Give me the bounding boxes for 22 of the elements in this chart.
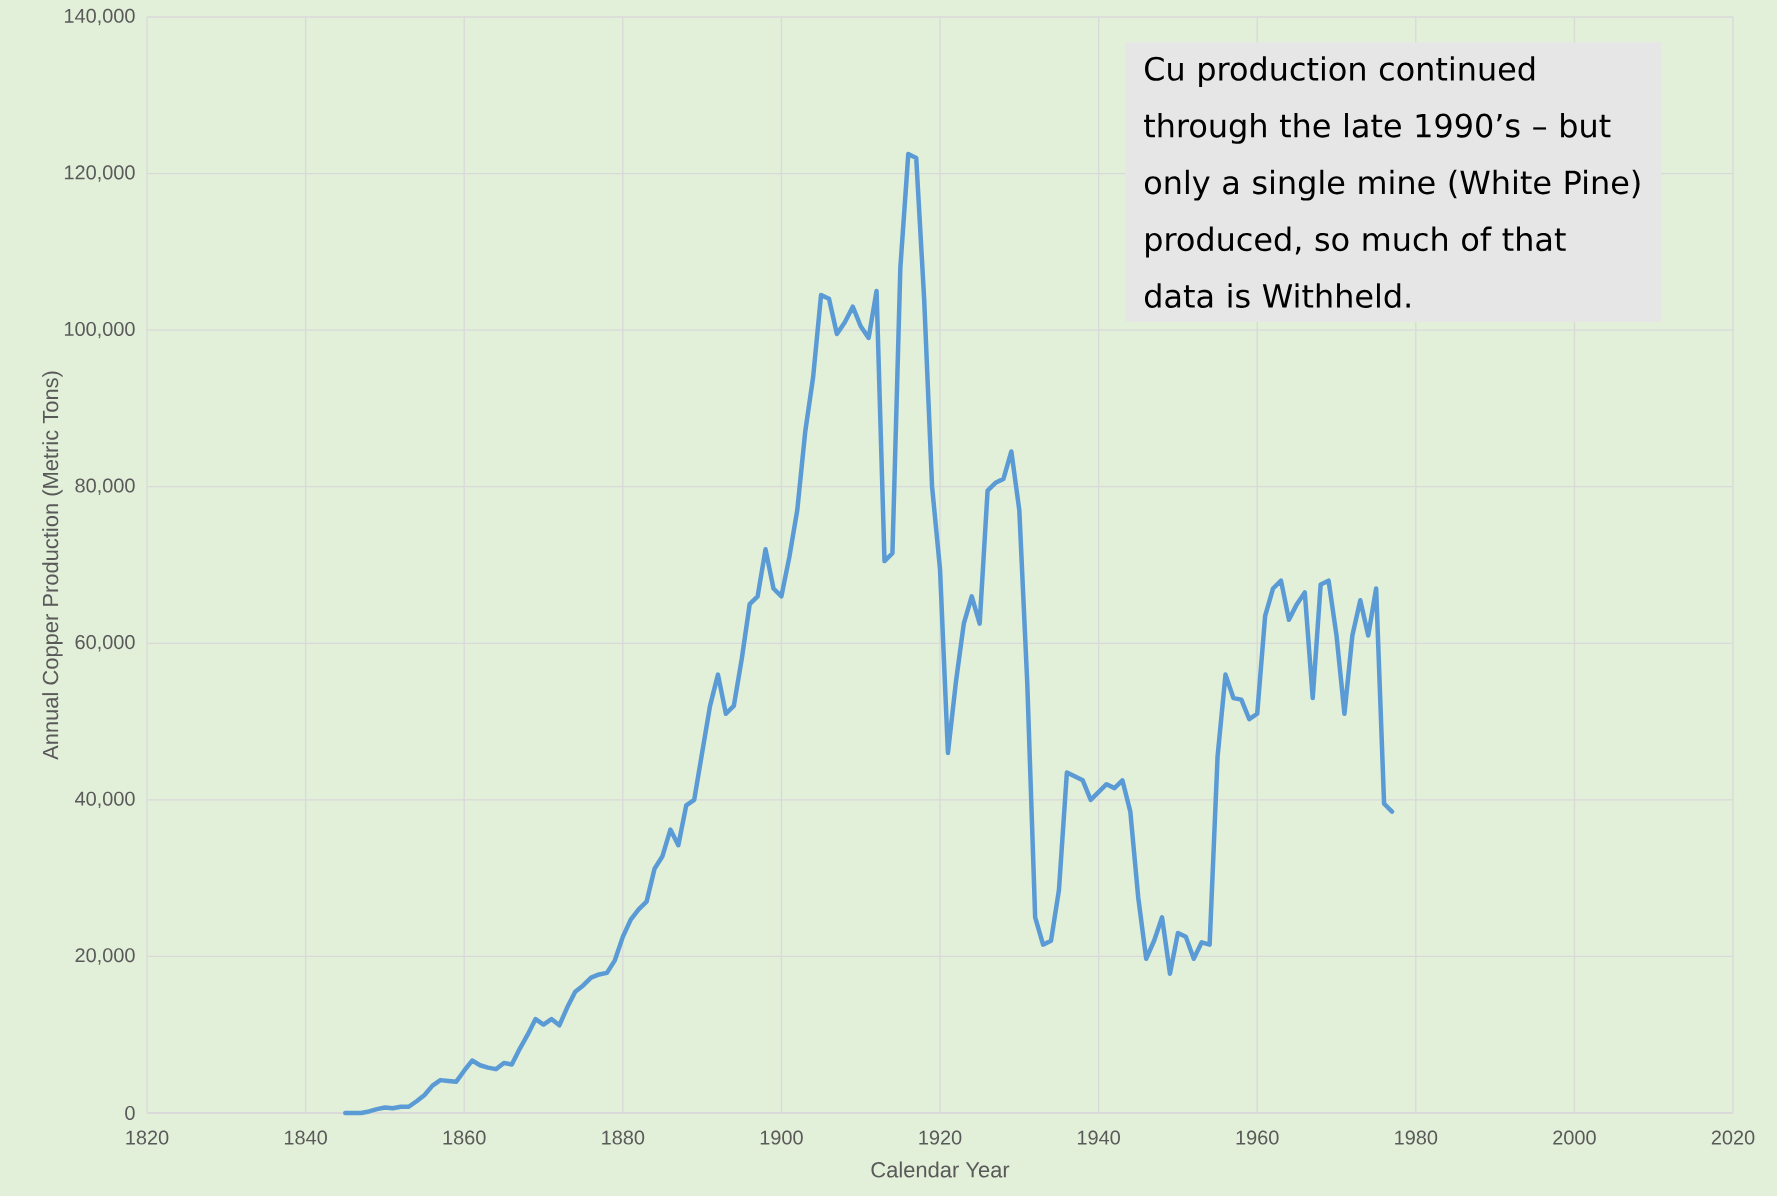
- x-tick-label: 2020: [1711, 1130, 1755, 1145]
- x-tick-label: 1900: [760, 1130, 803, 1145]
- x-tick-label: 1860: [443, 1130, 486, 1145]
- y-tick-label: 120,000: [64, 165, 135, 182]
- x-axis-title: Calendar Year: [871, 1161, 1010, 1178]
- y-tick-label: 20,000: [75, 948, 135, 965]
- y-tick-label: 60,000: [75, 635, 135, 652]
- x-tick-label: 1940: [1077, 1130, 1120, 1145]
- annotation: Cu production continued through the late 1990’s – but only a single mine (White Pine) produced, so much of that data is Withheld.: [1144, 56, 1640, 309]
- y-tick-label: 100,000: [64, 321, 135, 339]
- x-tick-label: 1920: [919, 1130, 962, 1145]
- x-tick-label: 1960: [1236, 1130, 1279, 1145]
- y-tick-label: 0: [125, 1105, 135, 1121]
- y-tick-label: 140,000: [64, 8, 135, 26]
- x-tick-label: 1980: [1395, 1130, 1438, 1145]
- x-tick-label: 1820: [126, 1130, 169, 1145]
- y-tick-label: 80,000: [75, 478, 135, 495]
- x-tick-label: 1880: [602, 1130, 645, 1145]
- y-axis-title: Annual Copper Production (Metric Tons): [42, 371, 63, 760]
- y-tick-label: 40,000: [74, 791, 135, 809]
- x-tick-label: 1840: [284, 1130, 327, 1145]
- x-tick-label: 2000: [1553, 1130, 1596, 1145]
